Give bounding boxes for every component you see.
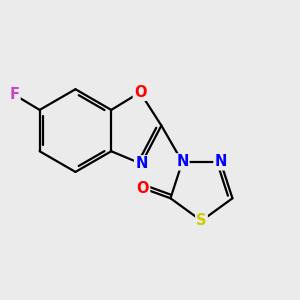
Text: N: N (214, 154, 227, 169)
Text: N: N (176, 154, 188, 169)
Text: N: N (135, 156, 148, 171)
Text: F: F (10, 87, 20, 102)
Text: O: O (134, 85, 146, 100)
Text: O: O (137, 181, 149, 196)
Text: S: S (196, 213, 207, 228)
